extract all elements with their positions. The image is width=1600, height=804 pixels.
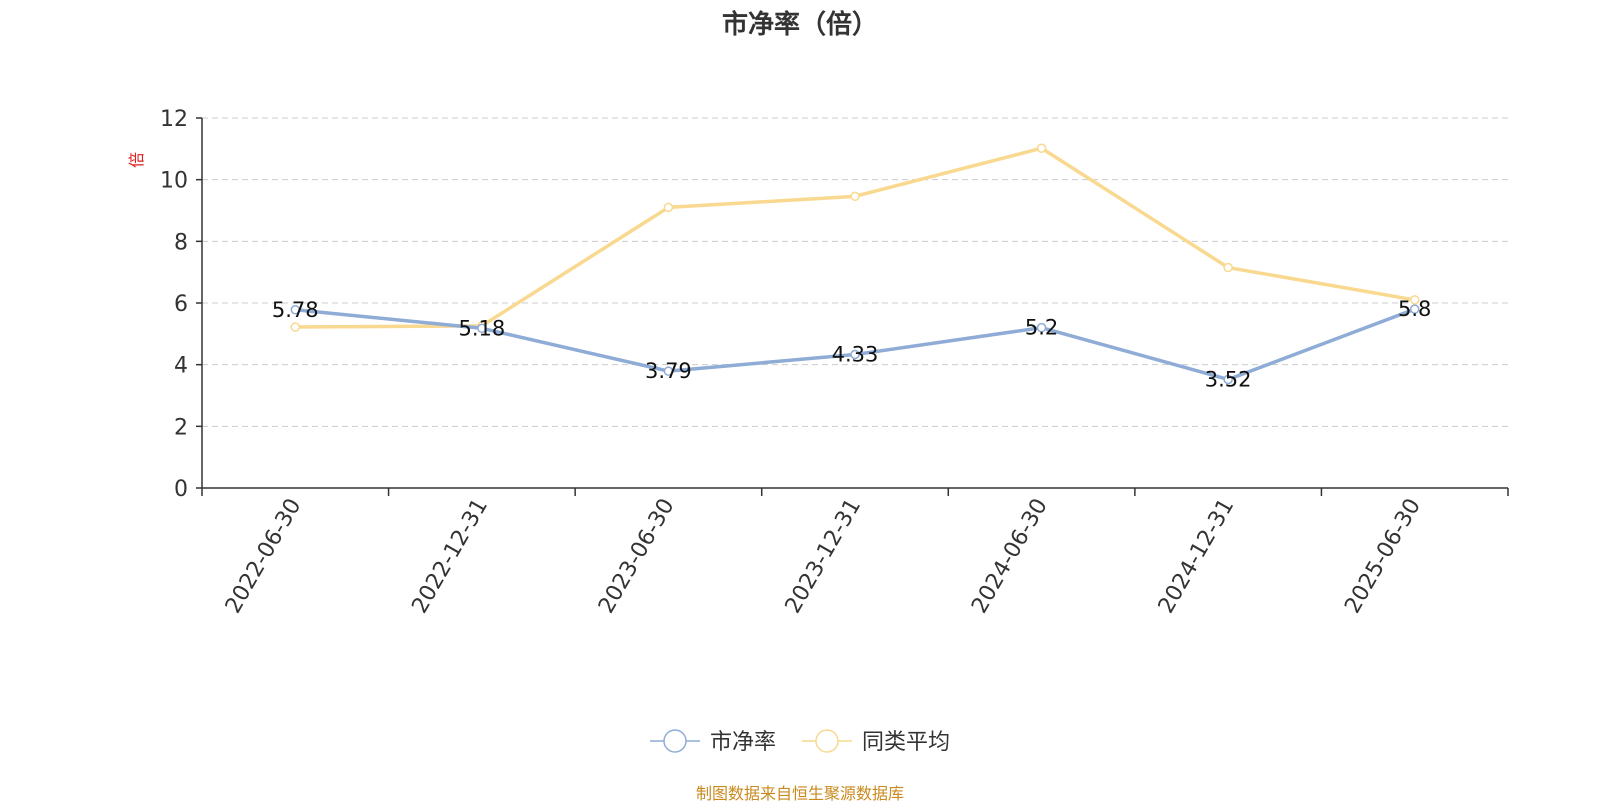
x-tick-label: 2022-06-30	[221, 495, 307, 618]
y-tick-label: 0	[174, 477, 188, 502]
x-tick-label: 2023-06-30	[594, 495, 680, 618]
y-tick-label: 2	[174, 415, 188, 440]
y-tick-label: 4	[174, 354, 188, 379]
data-point-1	[850, 191, 860, 202]
data-point-1	[290, 322, 301, 332]
data-point-1	[1409, 295, 1420, 305]
y-tick-label: 8	[174, 230, 188, 255]
y-tick-label: 10	[160, 169, 188, 194]
data-point-0	[1409, 304, 1420, 314]
data-point-1	[1223, 262, 1233, 273]
data-point-0	[477, 323, 487, 334]
x-tick-label: 2024-12-31	[1154, 495, 1240, 618]
y-axis-unit-label: 倍	[127, 152, 146, 168]
chart-title: 市净率（倍）	[721, 10, 878, 40]
data-label: 3.79	[645, 359, 692, 383]
data-label: 5.78	[272, 298, 319, 322]
data-label: 5.18	[458, 316, 505, 340]
series-line-1	[295, 146, 1416, 329]
y-tick-label: 12	[160, 107, 188, 132]
legend-symbol-1	[815, 729, 839, 753]
data-point-0	[1036, 322, 1047, 333]
x-tick-label: 2025-06-30	[1340, 495, 1426, 618]
legend-label: 同类平均	[862, 730, 950, 755]
x-tick-label: 2022-12-31	[407, 495, 493, 618]
data-point-1	[663, 202, 674, 213]
data-point-0	[290, 305, 301, 315]
data-label: 5.2	[1025, 316, 1058, 340]
data-point-1	[1036, 143, 1047, 153]
data-point-0	[1223, 374, 1233, 385]
data-label: 4.33	[832, 342, 879, 366]
data-point-0	[850, 349, 860, 360]
y-tick-label: 6	[174, 292, 188, 317]
x-tick-label: 2023-12-31	[781, 495, 867, 618]
data-point-0	[663, 366, 674, 376]
legend-symbol-0	[663, 729, 687, 753]
source-note: 制图数据来自恒生聚源数据库	[695, 784, 904, 803]
legend-label: 市净率	[710, 730, 776, 755]
data-label: 5.8	[1398, 297, 1431, 321]
data-label: 3.52	[1205, 367, 1252, 391]
x-tick-label: 2024-06-30	[967, 495, 1053, 618]
